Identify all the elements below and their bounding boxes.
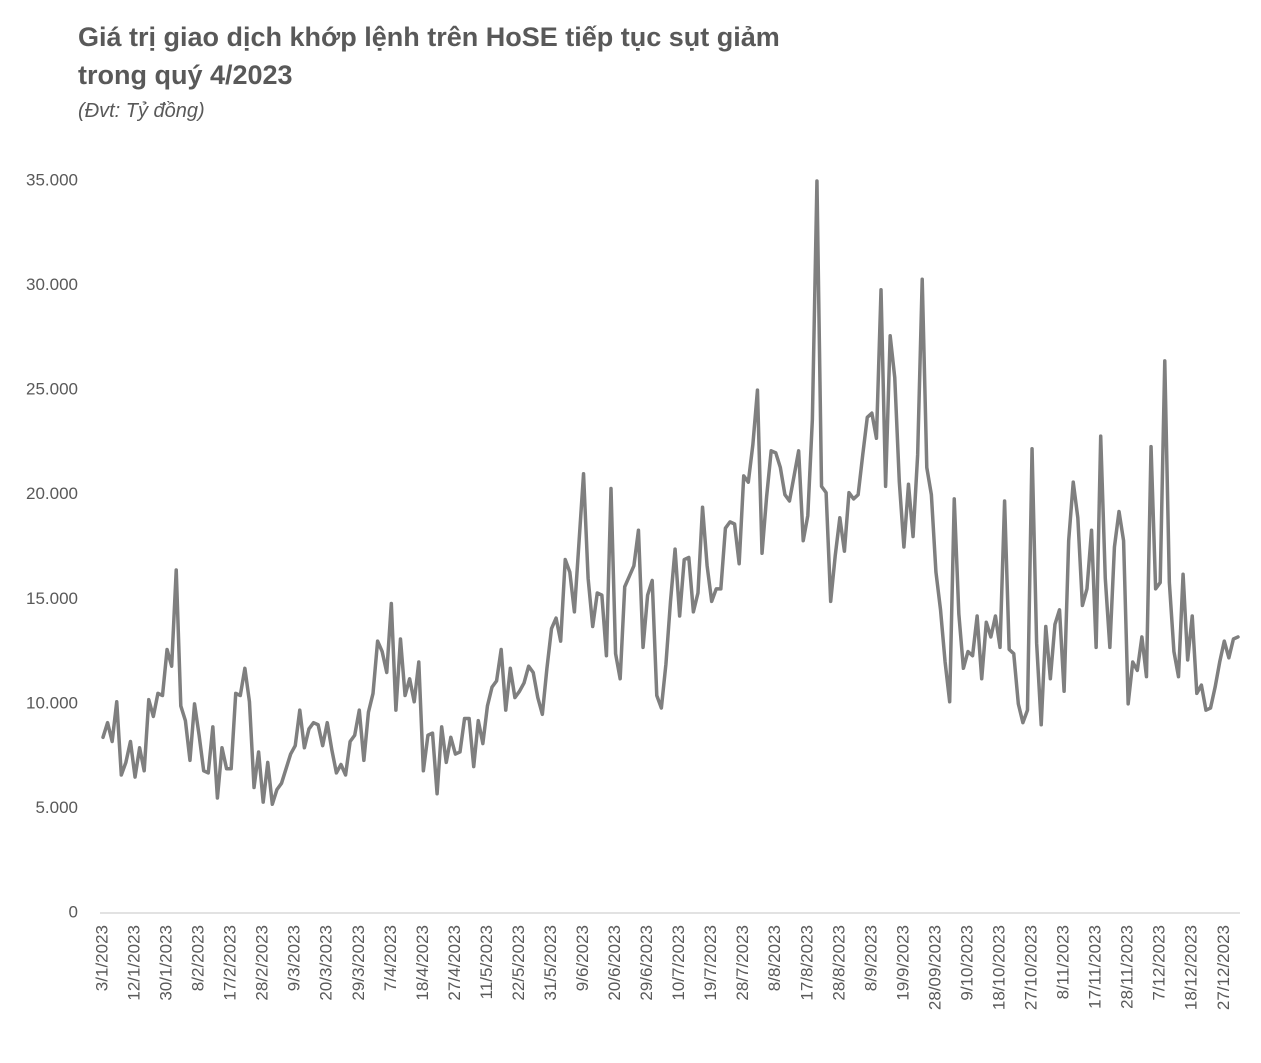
chart-title: Giá trị giao dịch khớp lệnh trên HoSE ti… [78,22,780,90]
x-tick-label: 7/4/2023 [381,925,400,991]
y-tick-label: 0 [69,902,78,921]
x-tick-label: 27/12/2023 [1214,925,1233,1010]
x-tick-label: 17/11/2023 [1086,925,1105,1009]
x-tick-label: 31/5/2023 [541,925,560,1001]
x-tick-label: 18/12/2023 [1182,925,1201,1010]
x-tick-label: 10/7/2023 [669,925,688,1001]
x-tick-label: 8/8/2023 [765,925,784,991]
x-tick-label: 3/1/2023 [92,925,111,991]
x-tick-label: 22/5/2023 [509,925,528,1001]
x-tick-label: 28/11/2023 [1118,925,1137,1009]
x-tick-label: 30/1/2023 [157,925,176,1001]
x-tick-label: 7/12/2023 [1150,925,1169,1001]
x-tick-label: 17/2/2023 [221,925,240,1001]
x-tick-label: 8/11/2023 [1054,925,1073,999]
x-tick-label: 8/2/2023 [189,925,208,991]
x-tick-label: 17/8/2023 [797,925,816,1001]
x-tick-label: 27/10/2023 [1022,925,1041,1010]
x-tick-label: 12/1/2023 [125,925,144,1001]
y-tick-label: 20.000 [26,484,78,503]
x-tick-label: 28/8/2023 [829,925,848,1001]
x-tick-label: 9/10/2023 [957,925,976,1001]
y-tick-label: 25.000 [26,380,78,399]
x-tick-label: 20/3/2023 [317,925,336,1001]
x-tick-label: 18/10/2023 [990,925,1009,1010]
y-tick-label: 30.000 [26,275,78,294]
x-tick-label: 28/09/2023 [925,925,944,1010]
data-line [101,179,1240,806]
y-tick-label: 15.000 [26,589,78,608]
y-tick-label: 10.000 [26,693,78,712]
x-tick-label: 28/2/2023 [253,925,272,1001]
x-tick-label: 19/9/2023 [893,925,912,1001]
x-tick-label: 28/7/2023 [733,925,752,1001]
chart-subtitle: (Đvt: Tỷ đồng) [78,100,205,122]
x-tick-label: 29/3/2023 [349,925,368,1001]
x-tick-label: 29/6/2023 [637,925,656,1001]
x-tick-label: 20/6/2023 [605,925,624,1001]
x-tick-label: 11/5/2023 [477,925,496,999]
x-tick-label: 18/4/2023 [413,925,432,1001]
x-tick-label: 8/9/2023 [861,925,880,991]
y-tick-label: 35.000 [26,170,78,189]
y-tick-label: 5.000 [35,798,78,817]
x-tick-label: 9/3/2023 [285,925,304,991]
x-tick-label: 27/4/2023 [445,925,464,1001]
x-tick-label: 19/7/2023 [701,925,720,1001]
x-tick-label: 9/6/2023 [573,925,592,991]
